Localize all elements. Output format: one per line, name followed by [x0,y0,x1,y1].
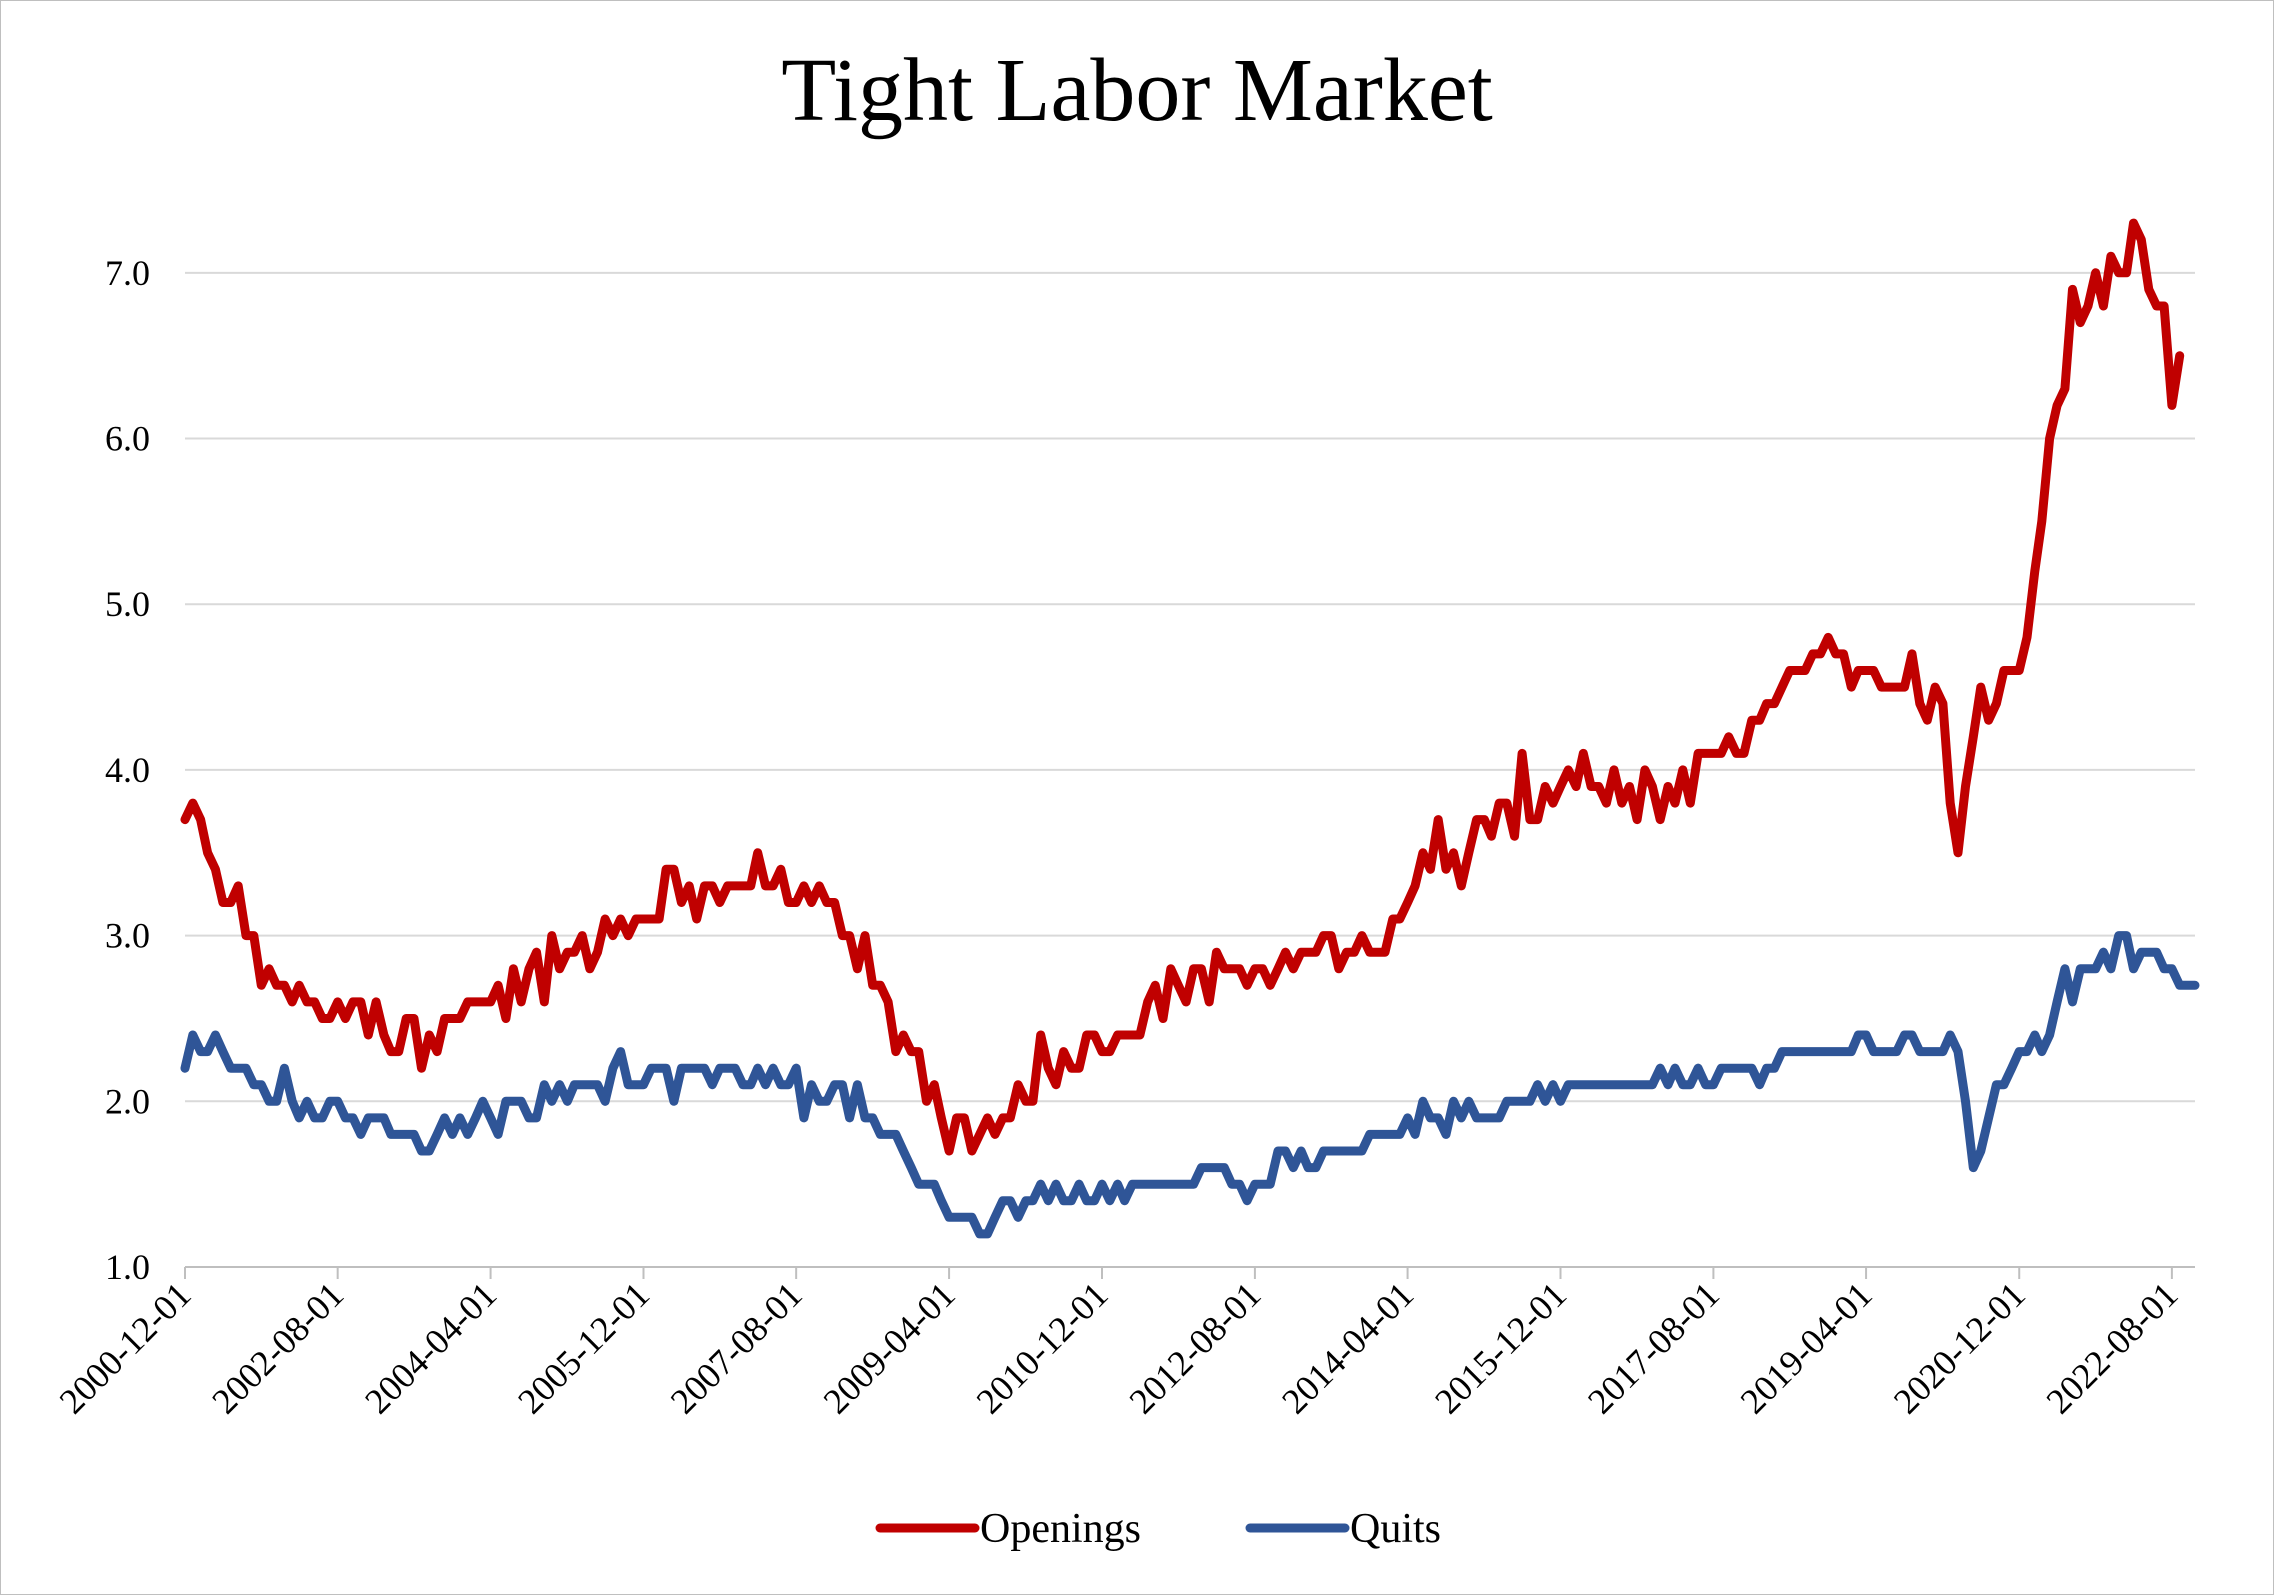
y-tick-label: 7.0 [105,253,150,293]
y-tick-label: 5.0 [105,584,150,624]
x-tick-label: 2009-04-01 [816,1274,963,1421]
series-line-openings [180,218,2185,1156]
y-tick-label: 3.0 [105,916,150,956]
legend-label-openings: Openings [980,1506,1141,1552]
y-tick-label: 2.0 [105,1081,150,1121]
x-tick-label: 2015-12-01 [1427,1274,1574,1421]
x-tick-label: 2020-12-01 [1886,1274,2033,1421]
legend-label-quits: Quits [1350,1506,1441,1552]
x-tick-label: 2019-04-01 [1733,1274,1880,1421]
y-tick-label: 1.0 [105,1247,150,1287]
y-tick-label: 4.0 [105,750,150,790]
x-tick-label: 2017-08-01 [1580,1274,1727,1421]
chart-title: Tight Labor Market [781,41,1493,140]
x-tick-label: 2000-12-01 [52,1274,199,1421]
x-tick-label: 2007-08-01 [663,1274,810,1421]
x-tick-label: 2005-12-01 [510,1274,657,1421]
legend: Openings Quits [875,1506,1441,1552]
x-axis-ticks: 2000-12-01 2002-08-01 2004-04-01 2005-12-01… [52,1267,2186,1421]
x-tick-label: 2010-12-01 [969,1274,1116,1421]
series-lines [180,218,2200,1239]
x-tick-label: 2012-08-01 [1121,1274,1268,1421]
series-line-quits [180,931,2200,1239]
x-tick-label: 2022-08-01 [2038,1274,2185,1421]
x-tick-label: 2014-04-01 [1274,1274,1421,1421]
y-axis-ticks: 1.0 2.0 3.0 4.0 5.0 6.0 7.0 [105,253,150,1287]
x-tick-label: 2002-08-01 [204,1274,351,1421]
y-tick-label: 6.0 [105,419,150,459]
x-tick-label: 2004-04-01 [357,1274,504,1421]
